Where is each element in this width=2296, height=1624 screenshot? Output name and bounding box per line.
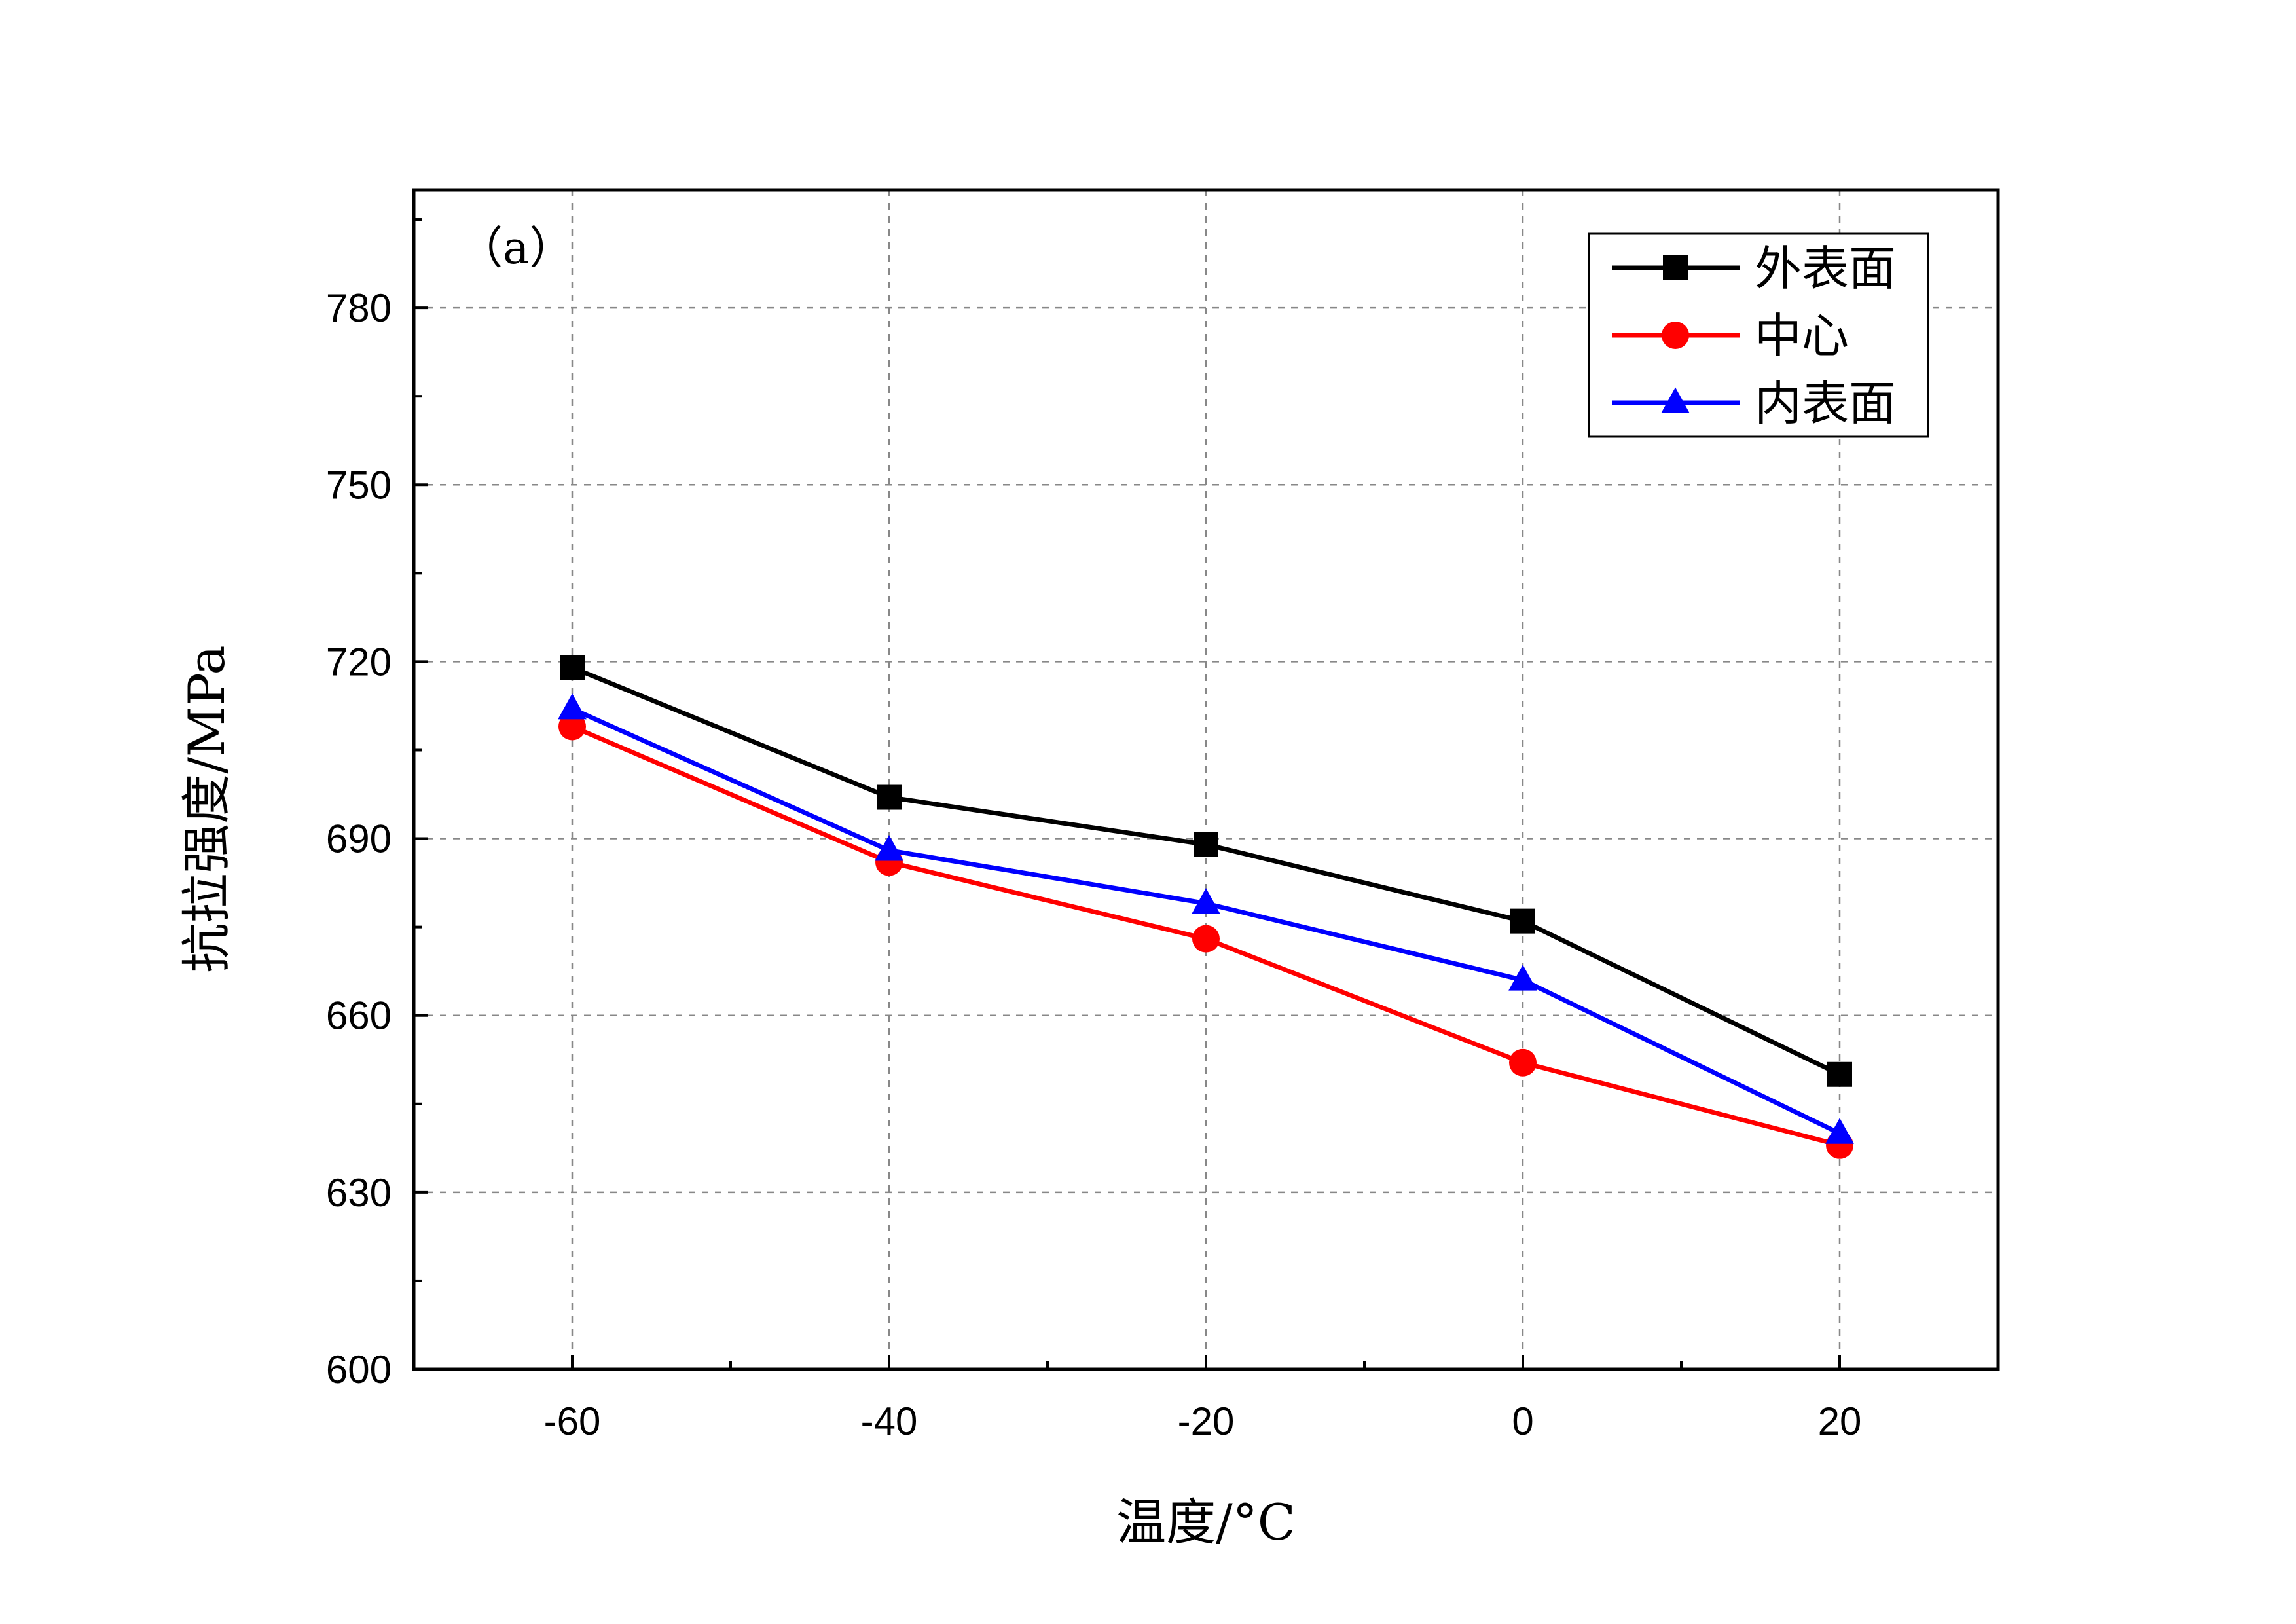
legend-marker-triangle — [1661, 387, 1690, 413]
legend-entry: 内表面 — [1612, 376, 1896, 431]
y-tick-label: 630 — [326, 1171, 392, 1215]
legend-label: 内表面 — [1755, 376, 1896, 431]
data-point-triangle — [1192, 888, 1220, 914]
x-tick-label: 0 — [1512, 1399, 1533, 1443]
data-point-square — [1194, 832, 1218, 857]
axis-tick-labels: -60 -40 -20 0 20 600 630 660 690 720 750 780 — [326, 286, 1861, 1443]
x-tick-label: -40 — [861, 1399, 918, 1443]
grid-lines — [414, 190, 1998, 1369]
legend-marker-square — [1663, 255, 1688, 280]
x-tick-label: 20 — [1818, 1399, 1862, 1443]
legend-label: 外表面 — [1755, 241, 1896, 296]
legend-entry: 外表面 — [1612, 241, 1896, 296]
axis-ticks — [414, 218, 1841, 1371]
data-point-square — [1827, 1061, 1852, 1087]
y-tick-label: 600 — [326, 1348, 392, 1392]
x-tick-label: -60 — [544, 1399, 601, 1443]
series-layer — [558, 655, 1854, 1159]
data-point-circle — [558, 712, 586, 741]
legend-marker-circle — [1662, 322, 1689, 349]
series-square — [560, 655, 1852, 1087]
data-point-triangle — [558, 693, 587, 720]
legend-label: 中心 — [1755, 308, 1849, 363]
x-tick-label: -20 — [1178, 1399, 1235, 1443]
y-tick-label: 780 — [326, 286, 392, 330]
x-axis-title: 温度/°C — [1116, 1493, 1296, 1551]
y-tick-label: 750 — [326, 463, 392, 507]
data-point-circle — [1509, 1048, 1537, 1077]
y-axis-title: 抗拉强度/MPa — [177, 645, 236, 972]
panel-label: （a） — [458, 223, 574, 274]
y-tick-label: 690 — [326, 817, 392, 861]
y-tick-label: 660 — [326, 994, 392, 1038]
data-point-square — [1510, 908, 1535, 934]
legend-entry: 中心 — [1612, 308, 1849, 363]
series-triangle — [558, 693, 1854, 1144]
data-point-triangle — [875, 835, 903, 861]
data-point-circle — [1192, 925, 1220, 953]
data-point-triangle — [1825, 1118, 1854, 1144]
data-point-square — [560, 655, 585, 680]
data-point-triangle — [1508, 965, 1537, 991]
y-tick-label: 720 — [326, 640, 392, 684]
data-point-square — [877, 784, 902, 810]
